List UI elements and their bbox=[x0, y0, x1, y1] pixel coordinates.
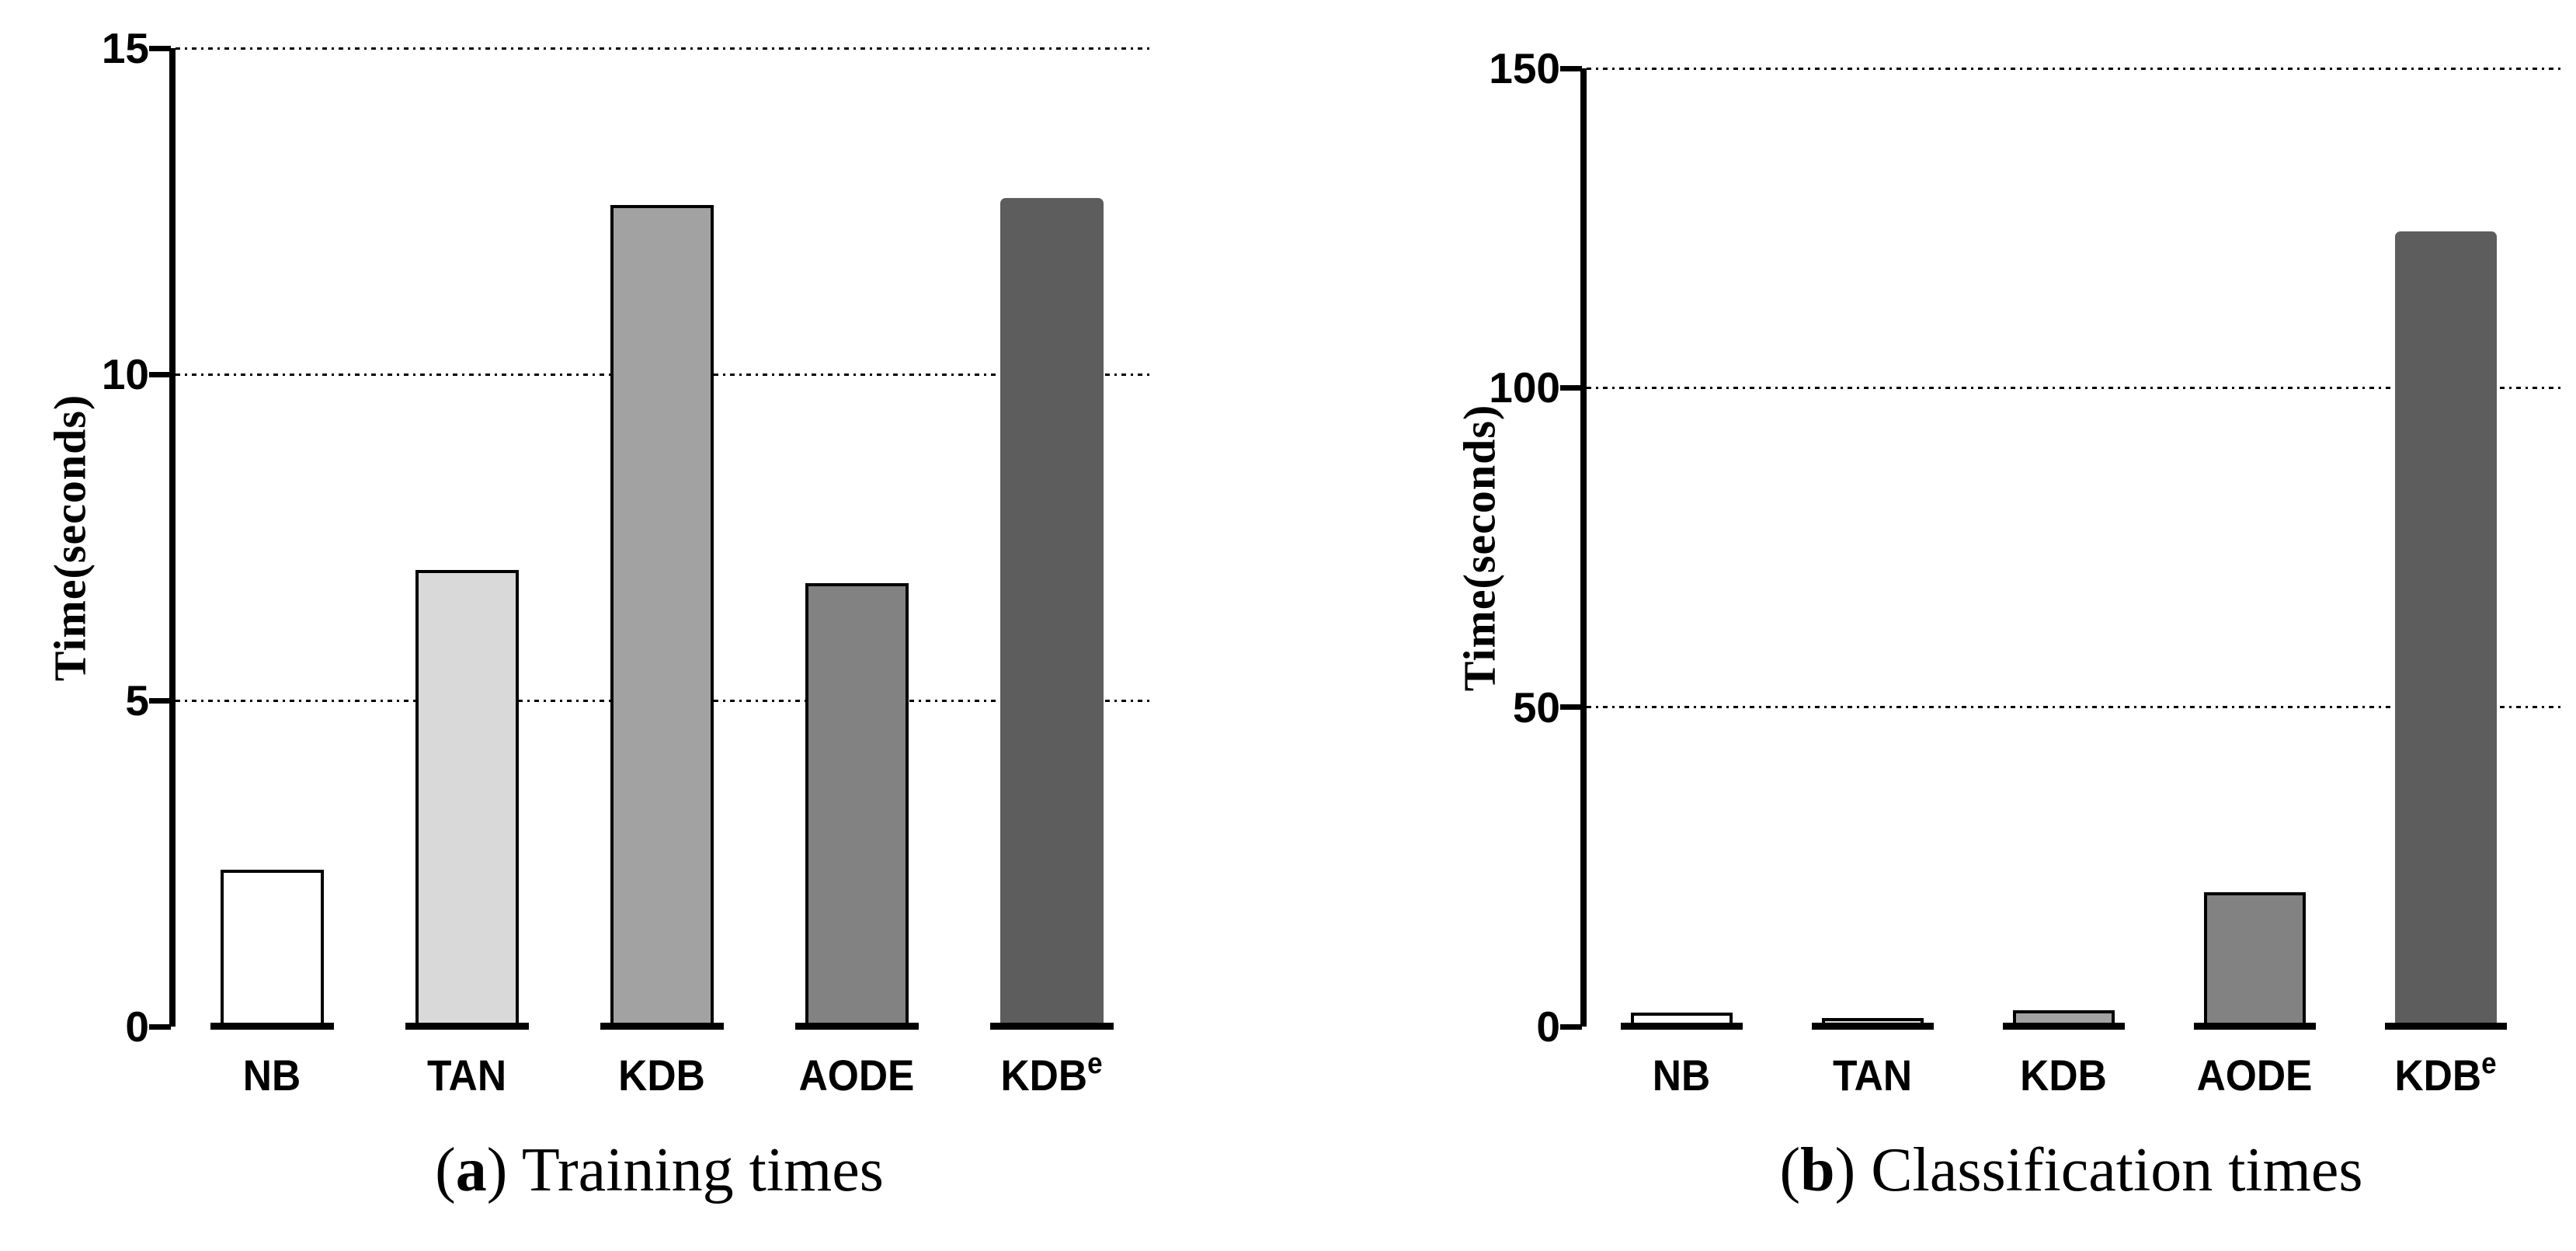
x-tick-text: AODE bbox=[798, 1051, 915, 1100]
plot-area-classification: 0 50 100 150 NB TAN KDB AODE KDBe bbox=[1489, 44, 2562, 1100]
bar-baseline-TAN bbox=[1811, 1023, 1934, 1030]
bar-KDB^e bbox=[2394, 231, 2497, 1027]
bar-baseline-NB bbox=[210, 1023, 334, 1030]
bar-baseline-KDB bbox=[2002, 1023, 2125, 1030]
y-tick-150 bbox=[1560, 65, 1582, 71]
y-tick-label-10: 10 bbox=[101, 350, 149, 398]
y-tick-label-50: 50 bbox=[1512, 683, 1560, 731]
x-tick-label-AODE: AODE bbox=[749, 1050, 964, 1100]
x-tick-label-KDB^e: KDBe bbox=[944, 1048, 1159, 1100]
y-tick-0 bbox=[149, 1023, 171, 1030]
x-tick-superscript: e bbox=[1087, 1048, 1103, 1080]
gridline-15 bbox=[176, 47, 1149, 50]
chart-classification-times: Time(seconds) 0 50 100 150 NB TAN KDB AODE KDBe … bbox=[1288, 0, 2576, 1251]
x-tick-text: KDB bbox=[2394, 1051, 2482, 1100]
caption-text: ) Classification times bbox=[1834, 1136, 2363, 1204]
y-tick-5 bbox=[149, 697, 171, 704]
x-tick-text: TAN bbox=[1832, 1051, 1913, 1100]
caption-paren-open: ( bbox=[435, 1136, 456, 1204]
caption-letter: a bbox=[455, 1136, 487, 1204]
plot-area-training: 0 5 10 15 NB TAN KDB AODE KDBe bbox=[102, 24, 1149, 1100]
y-tick-label-100: 100 bbox=[1489, 363, 1560, 412]
bar-baseline-KDB^e bbox=[2384, 1023, 2507, 1030]
x-tick-superscript: e bbox=[2481, 1048, 2497, 1080]
chart-training-times: Time(seconds) 0 5 10 15 NB TAN KDB AODE KDBe (a)… bbox=[27, 24, 1149, 1206]
caption-text: ) Training times bbox=[486, 1136, 884, 1204]
x-tick-text: KDB bbox=[2020, 1051, 2107, 1100]
x-tick-label-KDB: KDB bbox=[554, 1050, 769, 1100]
y-tick-label-15: 15 bbox=[101, 24, 149, 72]
y-tick-label-0: 0 bbox=[125, 1003, 149, 1051]
caption-letter: b bbox=[1800, 1136, 1835, 1204]
x-tick-text: NB bbox=[1652, 1051, 1711, 1100]
x-tick-label-KDB^e: KDBe bbox=[2338, 1048, 2553, 1100]
y-tick-100 bbox=[1560, 384, 1582, 391]
y-tick-label-0: 0 bbox=[1536, 1003, 1560, 1051]
y-tick-0 bbox=[1560, 1023, 1582, 1030]
y-axis-title: Time(seconds) bbox=[1454, 404, 1505, 691]
y-tick-label-5: 5 bbox=[125, 676, 149, 725]
gridline-50 bbox=[1587, 706, 2562, 709]
caption-classification-times: (b) Classification times bbox=[1580, 1135, 2562, 1206]
bar-baseline-AODE bbox=[794, 1023, 919, 1030]
y-tick-10 bbox=[149, 371, 171, 377]
x-tick-text: NB bbox=[242, 1051, 301, 1100]
y-axis-title-box: Time(seconds) bbox=[27, 48, 113, 1027]
x-tick-text: AODE bbox=[2196, 1051, 2313, 1100]
x-tick-label-AODE: AODE bbox=[2147, 1050, 2362, 1100]
bar-AODE bbox=[2203, 892, 2306, 1027]
x-tick-text: KDB bbox=[1000, 1051, 1088, 1100]
bar-baseline-NB bbox=[1620, 1023, 1743, 1030]
bar-KDB bbox=[2012, 1010, 2115, 1027]
bar-baseline-KDB bbox=[600, 1023, 724, 1030]
x-tick-text: TAN bbox=[426, 1051, 507, 1100]
y-tick-15 bbox=[149, 45, 171, 51]
x-tick-label-NB: NB bbox=[1574, 1050, 1789, 1100]
x-tick-label-TAN: TAN bbox=[1765, 1050, 1980, 1100]
gridline-100 bbox=[1587, 386, 2562, 389]
bar-NB bbox=[220, 870, 324, 1027]
x-tick-label-TAN: TAN bbox=[360, 1050, 574, 1100]
bar-AODE bbox=[805, 582, 909, 1027]
y-axis-title: Time(seconds) bbox=[44, 394, 96, 681]
bar-TAN bbox=[415, 570, 519, 1027]
bar-KDB bbox=[610, 204, 714, 1027]
y-axis-title-box: Time(seconds) bbox=[1437, 68, 1522, 1027]
bar-baseline-TAN bbox=[405, 1023, 529, 1030]
bar-baseline-AODE bbox=[2193, 1023, 2316, 1030]
caption-paren-open: ( bbox=[1779, 1136, 1801, 1204]
x-tick-label-KDB: KDB bbox=[1956, 1050, 2171, 1100]
caption-training-times: (a) Training times bbox=[169, 1135, 1149, 1206]
x-tick-text: KDB bbox=[618, 1051, 705, 1100]
y-tick-50 bbox=[1560, 704, 1582, 711]
bar-KDB^e bbox=[999, 198, 1104, 1027]
bar-TAN bbox=[1821, 1018, 1924, 1027]
gridline-150 bbox=[1587, 67, 2562, 70]
x-tick-label-NB: NB bbox=[165, 1050, 379, 1100]
y-tick-label-150: 150 bbox=[1489, 44, 1560, 92]
bar-baseline-KDB^e bbox=[989, 1023, 1114, 1030]
